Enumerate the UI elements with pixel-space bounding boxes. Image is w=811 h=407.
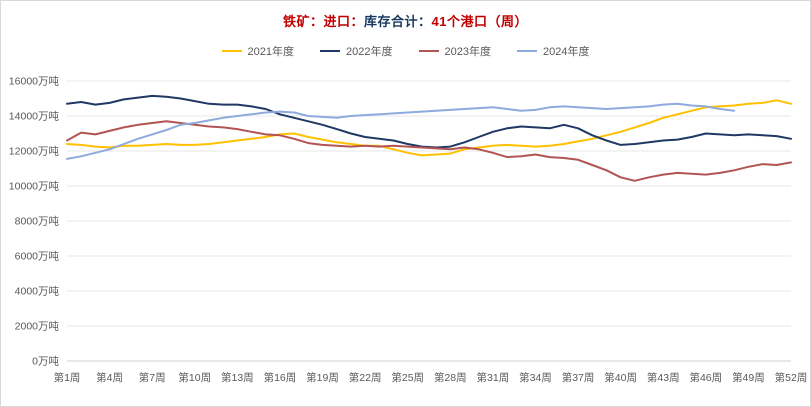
legend-item-2023年度[interactable]: 2023年度 bbox=[418, 43, 491, 59]
x-axis-tick-label: 第4周 bbox=[96, 371, 123, 384]
x-axis-tick-label: 第40周 bbox=[604, 371, 637, 384]
x-axis-tick-label: 第19周 bbox=[306, 371, 339, 384]
legend-label: 2024年度 bbox=[542, 46, 590, 58]
chart-title-segment-2: 库存合计： bbox=[364, 14, 432, 29]
y-axis-tick-label: 6000万吨 bbox=[15, 250, 60, 263]
x-axis-tick-label: 第25周 bbox=[391, 371, 424, 384]
x-axis-tick-label: 第22周 bbox=[349, 371, 382, 384]
legend-item-2024年度[interactable]: 2024年度 bbox=[516, 43, 590, 59]
legend-line-marker bbox=[320, 50, 341, 52]
y-axis-tick-label: 16000万吨 bbox=[9, 75, 60, 88]
x-axis-tick-label: 第46周 bbox=[689, 371, 722, 384]
chart-title-segment-3: 41个港口（周） bbox=[431, 14, 528, 29]
y-axis-tick-label: 14000万吨 bbox=[9, 110, 60, 123]
x-axis-tick-label: 第13周 bbox=[221, 371, 254, 384]
legend-item-2021年度[interactable]: 2021年度 bbox=[221, 43, 295, 59]
legend-label: 2022年度 bbox=[346, 46, 393, 58]
y-axis-tick-label: 4000万吨 bbox=[15, 285, 60, 298]
x-axis-tick-label: 第43周 bbox=[647, 371, 680, 384]
legend-line-marker bbox=[221, 50, 242, 52]
y-axis-tick-label: 8000万吨 bbox=[15, 215, 60, 228]
x-axis-tick-label: 第10周 bbox=[178, 371, 211, 384]
legend-label: 2023年度 bbox=[444, 46, 491, 58]
x-axis-tick-label: 第52周 bbox=[775, 371, 808, 384]
legend-item-2022年度[interactable]: 2022年度 bbox=[320, 43, 393, 59]
x-axis-tick-label: 第1周 bbox=[54, 371, 81, 384]
chart-legend: 2021年度 2022年度 2023年度 2024年度 bbox=[1, 43, 810, 59]
legend-line-marker bbox=[418, 50, 439, 52]
x-axis-tick-label: 第7周 bbox=[139, 371, 166, 384]
series-line-2024年度 bbox=[66, 102, 736, 160]
series-line-2021年度 bbox=[66, 99, 792, 157]
x-axis-tick-label: 第37周 bbox=[562, 371, 595, 384]
line-chart: 0万吨 2000万吨 4000万吨 6000万吨 8000万吨 10000万吨 12000万… bbox=[9, 75, 808, 385]
legend-line-marker bbox=[516, 50, 537, 52]
x-axis-tick-label: 第49周 bbox=[732, 371, 765, 384]
x-axis-tick-label: 第16周 bbox=[264, 371, 297, 384]
x-axis-tick-label: 第34周 bbox=[519, 371, 552, 384]
chart-title-segment-1: 铁矿：进口： bbox=[283, 14, 365, 29]
chart-title: 铁矿：进口：库存合计：41个港口（周） bbox=[1, 1, 810, 30]
x-axis-tick-label: 第28周 bbox=[434, 371, 467, 384]
y-axis-tick-label: 2000万吨 bbox=[15, 320, 60, 333]
x-axis-tick-label: 第31周 bbox=[477, 371, 510, 384]
y-axis-tick-label: 10000万吨 bbox=[9, 180, 60, 193]
y-axis-tick-label: 12000万吨 bbox=[9, 145, 60, 158]
legend-label: 2021年度 bbox=[247, 46, 295, 58]
y-axis-tick-label: 0万吨 bbox=[32, 355, 59, 368]
